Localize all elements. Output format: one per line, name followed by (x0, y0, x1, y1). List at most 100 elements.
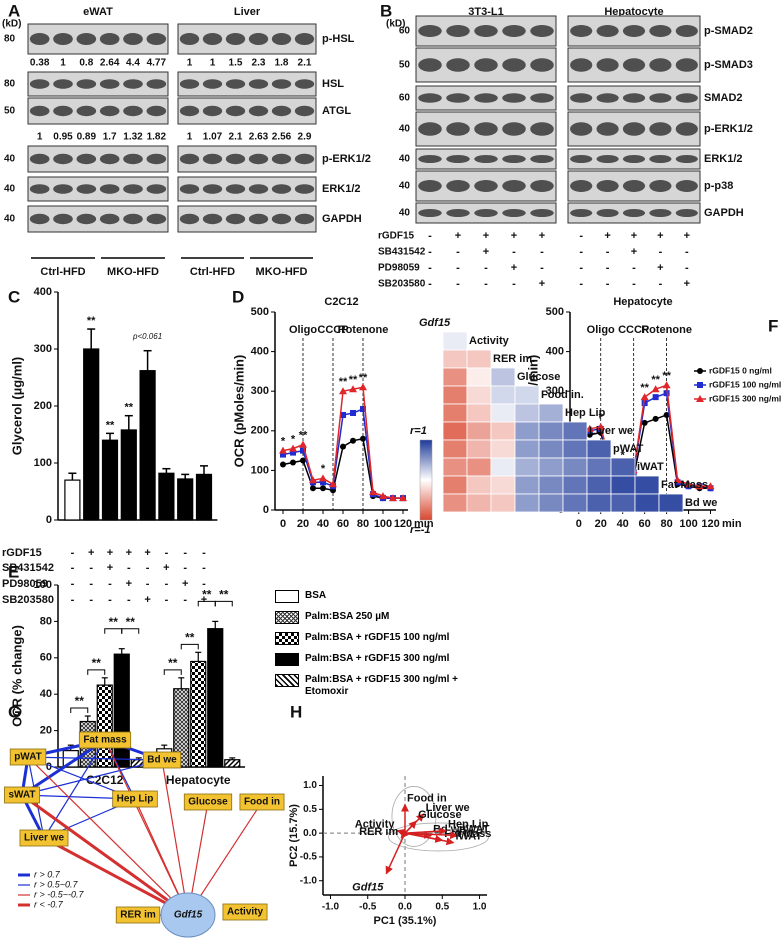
annotation: * (291, 434, 296, 446)
annotation: * (321, 463, 326, 475)
bar (177, 478, 194, 521)
injection-label: Oligo (289, 324, 317, 336)
heatmap-cell (490, 493, 516, 513)
marker (696, 395, 704, 402)
y-tick-label: 200 (251, 425, 269, 437)
x-tick-label: 40 (317, 518, 329, 530)
bracket (87, 669, 106, 675)
blot-band (446, 155, 470, 163)
treatment-sign: - (606, 262, 610, 274)
blot-band (271, 33, 292, 45)
bar (158, 472, 175, 521)
blot-band (271, 79, 292, 89)
treatment-sign: - (632, 262, 636, 274)
treatment-sign: - (202, 547, 206, 559)
annotation: * (599, 412, 604, 424)
treatment-sign: - (89, 594, 93, 606)
annotation: ** (651, 374, 660, 386)
blot-band (530, 58, 554, 72)
legend-item: Palm:BSA + rGDF15 300 ng/ml + Etomoxir (275, 674, 465, 698)
treatment-sign: + (631, 246, 637, 258)
legend-label: rGDF15 0 ng/ml (709, 365, 772, 375)
blot-band (99, 184, 120, 194)
y-tick-label: 500 (251, 306, 269, 318)
significance: ** (125, 402, 134, 414)
marker (651, 385, 660, 393)
blot-band (446, 93, 470, 103)
treatment-sign: - (71, 562, 75, 574)
blot-band (530, 180, 554, 192)
blot-band (76, 153, 97, 165)
heatmap-label: Food in. (541, 389, 584, 401)
blot-band (649, 93, 672, 103)
marker (697, 368, 703, 374)
heatmap-cell (442, 385, 468, 405)
blot-band (29, 184, 50, 194)
injection-label: Rotenone (338, 324, 389, 336)
x-tick-label: 100 (374, 518, 392, 530)
colorbar (419, 439, 433, 521)
y-tick-label: 300 (251, 385, 269, 397)
heatmap-cell (442, 403, 468, 423)
loading-arrow (404, 831, 459, 840)
treatment-sign: - (579, 262, 583, 274)
blot-band (202, 184, 223, 194)
blot-band (146, 105, 167, 117)
heatmap-cell (514, 493, 540, 513)
blot-band (649, 155, 672, 163)
blot-band (99, 213, 120, 225)
heatmap-cell (466, 421, 492, 441)
marker (389, 494, 397, 502)
legend-item: BSA (275, 590, 465, 603)
blot-band (248, 33, 269, 45)
x-tick-label: 120 (701, 518, 719, 530)
blot-label: ATGL (322, 105, 351, 117)
heatmap-label: iWAT (637, 461, 664, 473)
y-tick-label: 20 (40, 725, 52, 737)
panel-label: C (8, 287, 20, 306)
heatmap-cell (634, 493, 660, 513)
x-tick-label: 60 (639, 518, 651, 530)
bar (83, 348, 100, 521)
treatment-sign: - (540, 246, 544, 258)
panel-label: A (8, 1, 20, 20)
blot-band (271, 213, 292, 225)
network-edge (21, 738, 106, 797)
cell-label: 3T3-L1 (468, 6, 503, 18)
loading-label: Hep Lip (448, 819, 489, 831)
blot-band (570, 93, 593, 103)
marker (290, 459, 296, 466)
bar (195, 473, 213, 521)
y-tick-label: 400 (34, 286, 52, 298)
marker (641, 419, 648, 426)
blot-band (29, 153, 50, 165)
blot-band (76, 33, 97, 45)
blot-band (294, 184, 315, 194)
treatment-sign: - (512, 278, 516, 290)
marker (290, 449, 296, 456)
heatmap-cell (466, 457, 492, 477)
marker (695, 482, 704, 490)
blot-band (675, 58, 698, 72)
heatmap-label: Bd we (685, 497, 717, 509)
x-tick-label: 0 (576, 518, 582, 530)
network-node (222, 903, 268, 921)
heatmap-cell (562, 421, 588, 441)
heatmap-cell (442, 331, 468, 351)
treatment-sign: - (202, 562, 206, 574)
blot-band (123, 184, 143, 194)
blot-band (123, 105, 143, 117)
blot-label: p-HSL (322, 33, 355, 45)
bar (64, 479, 81, 521)
loading-label: Liver we (426, 802, 470, 814)
y-axis-label: Glycerol (µg/ml) (9, 357, 24, 456)
blot-band (418, 58, 442, 72)
treatment-label: SB431542 (378, 247, 426, 258)
blot-band (248, 213, 269, 225)
legend-label: BSA (305, 590, 327, 601)
blot-band (202, 105, 223, 117)
blot-band (248, 79, 269, 89)
marker (673, 476, 682, 484)
quant-label: 4.77 (147, 58, 167, 69)
